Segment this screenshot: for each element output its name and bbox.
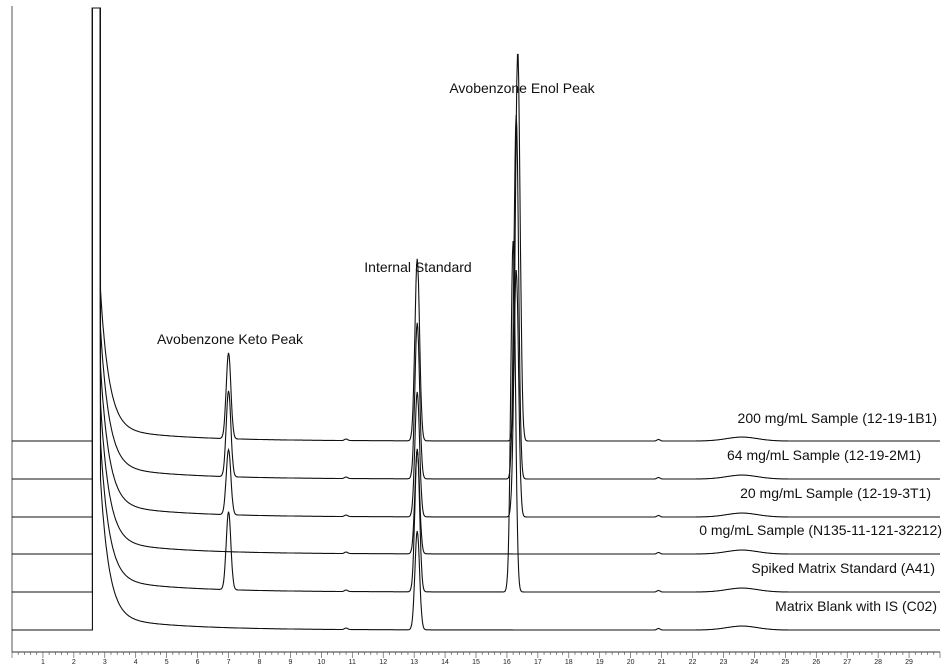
x-tick-label: 25 — [781, 659, 789, 666]
x-tick-label: 5 — [165, 659, 169, 666]
x-tick-label: 17 — [534, 659, 542, 666]
x-tick-label: 27 — [843, 659, 851, 666]
chromatogram-traces — [12, 7, 940, 631]
x-tick-label: 4 — [134, 659, 138, 666]
series-label: 200 mg/mL Sample (12-19-1B1) — [738, 410, 937, 426]
x-tick-label: 22 — [689, 659, 697, 666]
x-tick-label: 24 — [751, 659, 759, 666]
x-tick-label: 12 — [379, 659, 387, 666]
x-tick-label: 29 — [905, 659, 913, 666]
x-tick-label: 14 — [441, 659, 449, 666]
trace-line — [12, 7, 940, 518]
x-tick-label: 2 — [72, 659, 76, 666]
x-tick-label: 19 — [596, 659, 604, 666]
x-tick-label: 10 — [317, 659, 325, 666]
x-tick-label: 11 — [349, 659, 356, 666]
x-tick-label: 9 — [288, 659, 292, 666]
x-axis-ticks: 1 2 3 4 5 6 7 8 9 10 11 12 13 14 15 16 17 18 19 20 21 22 23 24 2… — [11, 652, 941, 666]
trace-line — [12, 7, 940, 442]
peak-annotation: Avobenzone Keto Peak — [157, 331, 304, 347]
x-tick-label: 15 — [472, 659, 480, 666]
x-tick-label: 26 — [812, 659, 820, 666]
x-tick-label: 21 — [658, 659, 666, 666]
x-tick-label: 6 — [196, 659, 200, 666]
x-tick-label: 3 — [103, 659, 107, 666]
x-tick-label: 18 — [565, 659, 573, 666]
trace-line — [12, 7, 940, 555]
peak-annotation: Internal Standard — [364, 259, 471, 275]
x-tick-label: 28 — [874, 659, 882, 666]
x-tick-label: 1 — [41, 659, 45, 666]
x-tick-label: 13 — [410, 659, 418, 666]
x-tick-label: 8 — [258, 659, 262, 666]
x-tick-label: 16 — [503, 659, 511, 666]
series-label: Spiked Matrix Standard (A41) — [751, 560, 935, 576]
x-tick-label: 20 — [627, 659, 635, 666]
series-label: 64 mg/mL Sample (12-19-2M1) — [727, 447, 921, 463]
peak-annotation: Avobenzone Enol Peak — [449, 80, 595, 96]
trace-line — [12, 7, 940, 631]
x-tick-label: 23 — [720, 659, 728, 666]
x-tick-label: 7 — [227, 659, 231, 666]
series-label: 0 mg/mL Sample (N135-11-121-32212) — [699, 522, 942, 538]
trace-line — [12, 7, 940, 480]
trace-line — [12, 7, 940, 593]
series-label: 20 mg/mL Sample (12-19-3T1) — [740, 485, 931, 501]
series-label: Matrix Blank with IS (C02) — [775, 598, 937, 614]
